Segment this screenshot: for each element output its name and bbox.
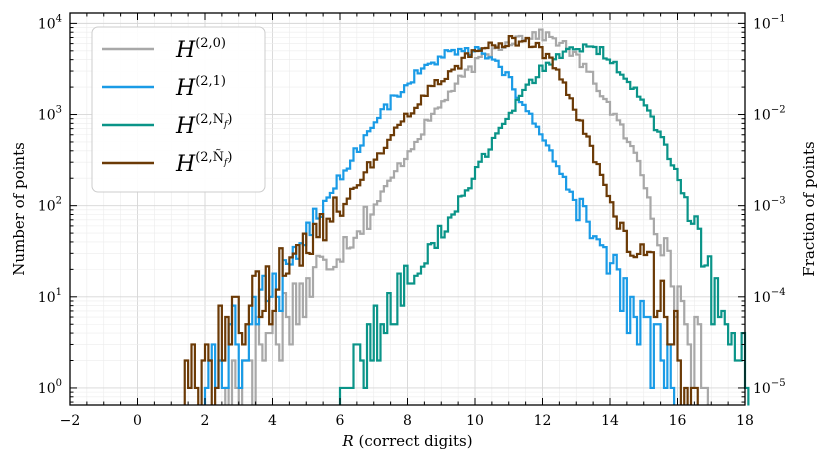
y-tick-label: 103	[38, 105, 62, 124]
x-tick-label: 16	[669, 413, 687, 429]
x-tick-label: 18	[736, 413, 754, 429]
series-line-2	[203, 46, 676, 409]
y-tick-label-right: 10−2	[753, 105, 786, 124]
series-line-4	[181, 35, 699, 411]
x-tick-label: 0	[133, 413, 142, 429]
x-tick-label: 4	[268, 413, 277, 429]
x-tick-label: 2	[201, 413, 210, 429]
y-tick-label: 100	[38, 378, 62, 397]
y-tick-label-right: 10−4	[753, 287, 786, 306]
y-tick-label: 104	[38, 13, 62, 32]
legend-label-4: H(2,Ñf)	[175, 149, 232, 177]
x-tick-label: −2	[60, 413, 81, 429]
series-layer	[0, 28, 831, 470]
y-axis-title-right: Fraction of points	[800, 141, 818, 276]
x-tick-label: 8	[403, 413, 412, 429]
legend-label-3: H(2,Nf)	[175, 112, 232, 139]
x-tick-label: 6	[336, 413, 345, 429]
x-axis-title: R (correct digits)	[341, 432, 472, 450]
y-tick-label: 101	[38, 287, 62, 306]
y-tick-label-right: 10−5	[753, 378, 786, 397]
series-line-3	[338, 43, 750, 409]
legend-box	[91, 26, 266, 193]
series-line-1	[224, 28, 709, 411]
bottom-mask	[0, 405, 831, 470]
x-tick-label: 10	[466, 413, 484, 429]
y-tick-label: 102	[38, 196, 62, 215]
axes: −2 0 2 4 6 8 10 12 14 16 18 100 101 102 103 104 10−5 10−4…	[38, 12, 786, 429]
y-tick-label-right: 10−3	[753, 196, 786, 215]
x-tick-label: 14	[601, 413, 619, 429]
y-axis-title: Number of points	[10, 142, 28, 276]
y-tick-label-right: 10−1	[753, 13, 786, 32]
legend-label-1: H(2,0)	[175, 36, 226, 63]
x-tick-label: 12	[534, 413, 552, 429]
legend-label-2: H(2,1)	[175, 74, 226, 101]
legend: H(2,0) H(2,1) H(2,Nf) H(2,Ñf)	[91, 26, 266, 193]
